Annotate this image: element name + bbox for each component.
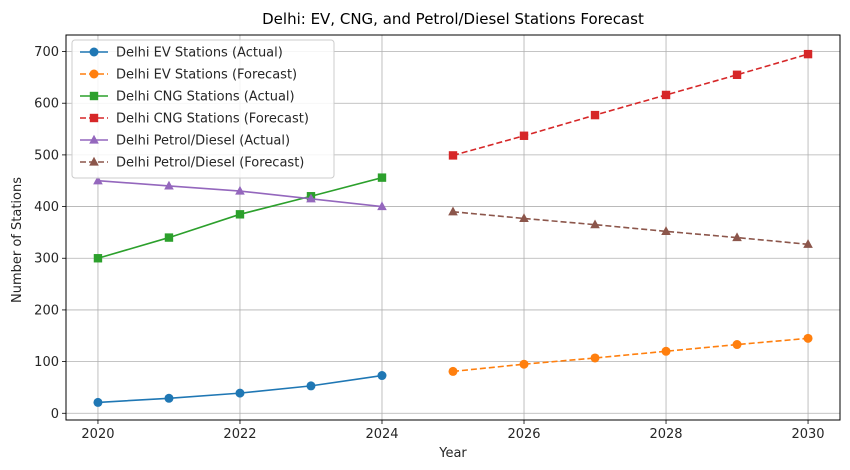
legend-swatch-marker bbox=[89, 91, 99, 101]
data-point bbox=[590, 353, 600, 363]
data-point bbox=[306, 193, 316, 203]
data-point bbox=[732, 232, 742, 242]
plot-area bbox=[65, 34, 841, 421]
legend-entry: Delhi Petrol/Diesel (Actual) bbox=[80, 134, 290, 149]
legend-entry: Delhi EV Stations (Forecast) bbox=[80, 68, 297, 83]
x-tick-label: 2030 bbox=[791, 427, 824, 442]
data-point bbox=[164, 180, 174, 190]
legend-label: Delhi Petrol/Diesel (Forecast) bbox=[116, 156, 304, 171]
data-point bbox=[661, 90, 671, 100]
series-1 bbox=[448, 333, 813, 376]
x-tick-label: 2024 bbox=[365, 427, 398, 442]
series-0 bbox=[93, 371, 387, 407]
legend-label: Delhi EV Stations (Actual) bbox=[116, 46, 283, 61]
legend-label: Delhi Petrol/Diesel (Actual) bbox=[116, 134, 290, 149]
data-point bbox=[306, 381, 316, 391]
legend-swatch-marker bbox=[89, 156, 99, 166]
data-point bbox=[661, 346, 671, 356]
legend-swatch-marker bbox=[89, 134, 99, 144]
legend-entry: Delhi Petrol/Diesel (Forecast) bbox=[80, 156, 304, 171]
y-tick-label: 300 bbox=[34, 252, 59, 267]
chart-title: Delhi: EV, CNG, and Petrol/Diesel Statio… bbox=[262, 10, 644, 28]
data-point bbox=[93, 254, 103, 263]
y-axis-label: Number of Stations bbox=[10, 177, 25, 303]
data-point bbox=[519, 213, 529, 223]
legend-entry: Delhi CNG Stations (Forecast) bbox=[80, 112, 309, 127]
y-axis: 0 100 200 300 400 500 600 700 bbox=[34, 45, 66, 422]
y-tick-label: 0 bbox=[51, 407, 59, 422]
series-layer bbox=[93, 49, 813, 407]
data-point bbox=[377, 173, 387, 182]
x-axis: 2020 2022 2024 2026 2028 2030 bbox=[81, 420, 825, 442]
data-point bbox=[732, 340, 742, 350]
legend-swatch-marker bbox=[89, 69, 99, 79]
data-point bbox=[164, 393, 174, 403]
data-point bbox=[448, 366, 458, 376]
y-tick-label: 700 bbox=[34, 45, 59, 60]
x-tick-label: 2026 bbox=[507, 427, 540, 442]
legend-swatch-marker bbox=[89, 113, 99, 123]
legend-label: Delhi CNG Stations (Actual) bbox=[116, 90, 295, 105]
data-point bbox=[803, 239, 813, 248]
y-tick-label: 100 bbox=[34, 355, 59, 370]
y-tick-label: 500 bbox=[34, 148, 59, 163]
legend-label: Delhi EV Stations (Forecast) bbox=[116, 68, 297, 83]
y-tick-label: 400 bbox=[34, 200, 59, 215]
data-point bbox=[377, 371, 387, 381]
series-3 bbox=[448, 49, 813, 160]
series-4 bbox=[93, 175, 387, 211]
data-point bbox=[235, 210, 245, 219]
data-point bbox=[519, 131, 529, 140]
data-point bbox=[661, 226, 671, 235]
data-point bbox=[448, 151, 458, 160]
data-point bbox=[803, 49, 813, 59]
data-point bbox=[93, 397, 103, 407]
legend-box bbox=[71, 39, 335, 179]
legend-label: Delhi CNG Stations (Forecast) bbox=[116, 112, 309, 127]
x-axis-label: Year bbox=[438, 446, 467, 461]
series-5 bbox=[448, 206, 813, 248]
legend: Delhi EV Stations (Actual) Delhi EV Stati… bbox=[71, 39, 335, 179]
data-point bbox=[803, 333, 813, 343]
data-point bbox=[519, 359, 529, 369]
series-line bbox=[452, 210, 809, 246]
data-point bbox=[235, 185, 245, 195]
data-point bbox=[448, 206, 458, 216]
x-tick-label: 2028 bbox=[649, 427, 682, 442]
legend-entry: Delhi EV Stations (Actual) bbox=[80, 46, 283, 61]
x-tick-label: 2020 bbox=[81, 427, 114, 442]
data-point bbox=[377, 201, 387, 211]
data-point bbox=[590, 219, 600, 229]
legend-swatch-marker bbox=[89, 47, 99, 57]
data-point bbox=[93, 175, 103, 185]
y-tick-label: 200 bbox=[34, 303, 59, 318]
legend-entry: Delhi CNG Stations (Actual) bbox=[80, 90, 295, 105]
data-point bbox=[164, 233, 174, 242]
y-tick-label: 600 bbox=[34, 97, 59, 112]
data-point bbox=[590, 110, 600, 120]
data-point bbox=[732, 70, 742, 79]
x-tick-label: 2022 bbox=[223, 427, 256, 442]
series-line bbox=[452, 53, 809, 157]
data-point bbox=[235, 388, 245, 398]
series-line bbox=[452, 337, 809, 373]
